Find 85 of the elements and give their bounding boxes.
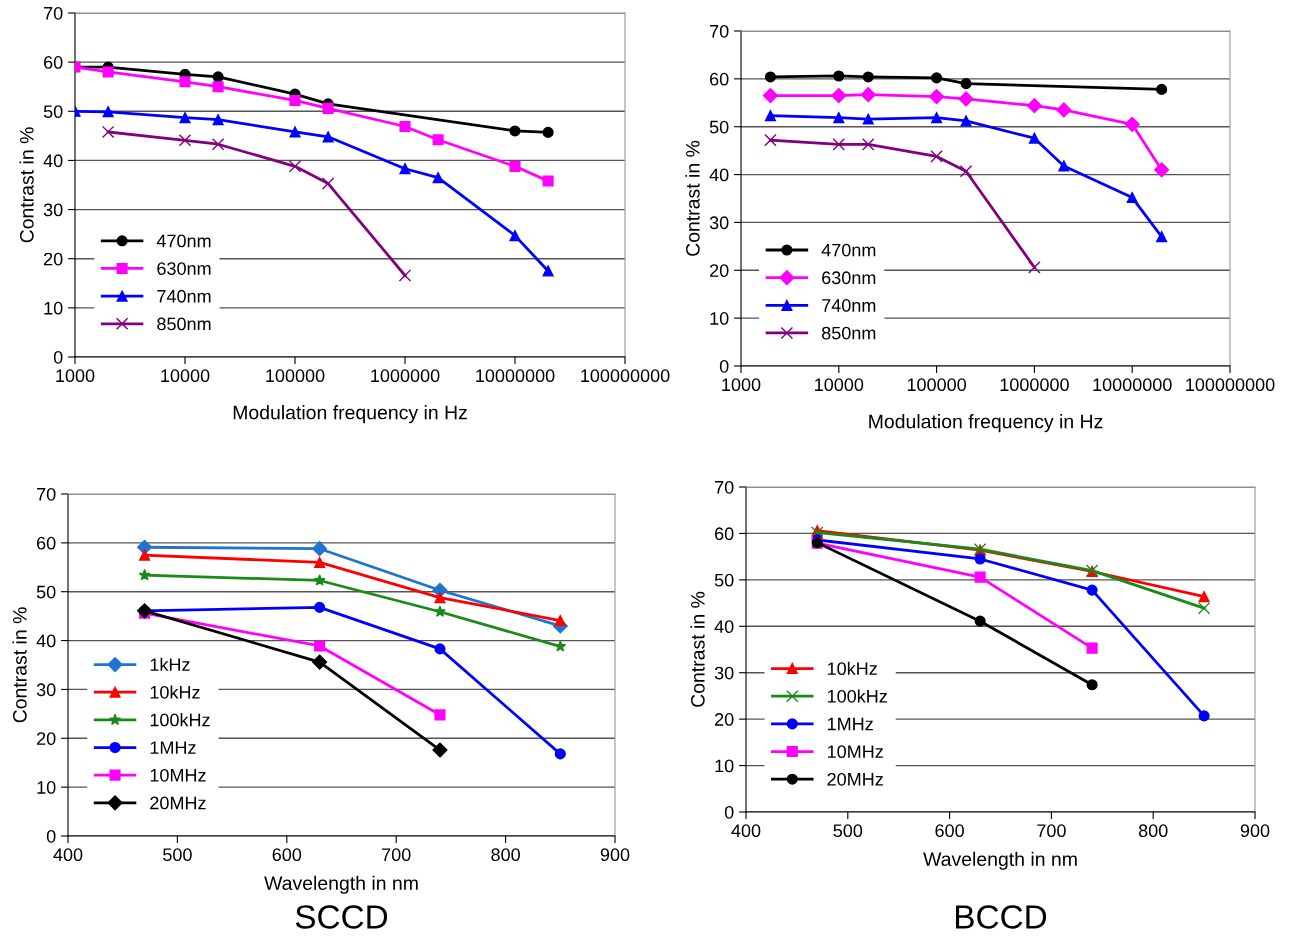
legend-label: 470nm xyxy=(156,234,211,248)
y-tick-label: 50 xyxy=(714,573,734,587)
legend-label: 740nm xyxy=(157,289,211,303)
x-tick-label: 1000000 xyxy=(371,369,440,383)
x-tick-label: 100000000 xyxy=(1186,378,1275,392)
legend-label: 630nm xyxy=(822,271,876,285)
legend-label: 20MHz xyxy=(827,772,883,786)
y-tick-label: 10 xyxy=(715,759,734,773)
y-tick-label: 60 xyxy=(710,72,729,86)
y-tick-label: 0 xyxy=(53,350,63,364)
x-axis-title: Wavelength in nm xyxy=(264,875,418,894)
legend-label: 470nm xyxy=(821,243,876,257)
legend-label: 100kHz xyxy=(827,689,887,703)
x-tick-label: 800 xyxy=(491,848,520,862)
y-tick-label: 70 xyxy=(37,487,56,501)
y-tick-label: 70 xyxy=(715,480,734,494)
legend-label: 850nm xyxy=(157,317,211,331)
y-axis-title: Contrast in % xyxy=(685,140,700,256)
y-tick-label: 0 xyxy=(46,829,56,843)
y-tick-label: 70 xyxy=(710,24,729,38)
y-tick-label: 20 xyxy=(715,713,734,726)
y-tick-label: 10 xyxy=(37,781,56,794)
y-tick-label: 30 xyxy=(43,203,63,217)
x-tick-label: 700 xyxy=(382,848,411,862)
y-tick-label: 60 xyxy=(715,527,734,541)
x-tick-label: 500 xyxy=(163,848,192,862)
y-tick-label: 0 xyxy=(719,359,729,373)
y-tick-label: 30 xyxy=(709,216,729,230)
x-tick-label: 1000000 xyxy=(1000,378,1069,392)
legend-label: 850nm xyxy=(821,326,876,340)
legend-label: 10kHz xyxy=(827,661,877,676)
x-tick-label: 600 xyxy=(272,848,302,862)
x-tick-label: 100000000 xyxy=(581,369,670,383)
y-tick-label: 30 xyxy=(714,666,734,680)
x-tick-label: 400 xyxy=(731,824,761,838)
x-tick-label: 600 xyxy=(935,824,964,838)
text: BCCD xyxy=(956,905,1047,929)
legend-label: 10kHz xyxy=(150,685,200,699)
text: SCCD xyxy=(295,905,388,929)
x-tick-label: 900 xyxy=(600,848,630,862)
y-axis-title: Contrast in % xyxy=(12,607,27,723)
y-axis-title: Contrast in % xyxy=(19,127,34,243)
legend-label: 1kHz xyxy=(150,657,190,671)
legend-label: 1MHz xyxy=(150,741,196,754)
legend-label: 20MHz xyxy=(150,796,206,810)
legend-label: 10MHz xyxy=(150,768,206,782)
legend-label: 740nm xyxy=(822,299,876,312)
x-tick-label: 100000 xyxy=(266,369,325,383)
x-tick-label: 10000000 xyxy=(1093,378,1172,392)
y-tick-label: 40 xyxy=(43,154,63,168)
x-axis-title: Modulation frequency in Hz xyxy=(233,405,467,424)
y-axis-title: Contrast in % xyxy=(690,591,705,707)
x-axis-title: Wavelength in nm xyxy=(923,851,1077,870)
y-tick-label: 10 xyxy=(710,312,729,325)
y-tick-label: 20 xyxy=(37,732,56,746)
y-tick-label: 30 xyxy=(36,683,56,697)
y-tick-label: 40 xyxy=(36,634,56,648)
x-tick-label: 900 xyxy=(1240,824,1270,838)
x-tick-label: 700 xyxy=(1037,824,1066,838)
legend-label: 100kHz xyxy=(150,713,210,727)
x-tick-label: 1000 xyxy=(722,378,761,392)
y-tick-label: 20 xyxy=(44,252,63,266)
y-tick-label: 40 xyxy=(709,168,729,182)
x-tick-label: 10000 xyxy=(815,378,864,392)
y-tick-label: 10 xyxy=(44,301,63,315)
x-tick-label: 10000000 xyxy=(476,369,555,383)
y-tick-label: 50 xyxy=(709,120,729,134)
x-tick-label: 400 xyxy=(53,848,83,862)
x-tick-label: 800 xyxy=(1138,824,1168,838)
y-tick-label: 20 xyxy=(710,264,729,278)
x-tick-label: 500 xyxy=(833,824,863,838)
x-tick-label: 10000 xyxy=(161,369,210,383)
y-tick-label: 40 xyxy=(714,620,734,634)
y-tick-label: 0 xyxy=(724,805,734,819)
x-tick-label: 100000 xyxy=(907,378,967,392)
y-tick-label: 50 xyxy=(43,105,63,119)
y-tick-label: 50 xyxy=(36,585,56,599)
y-tick-label: 60 xyxy=(37,536,56,550)
x-axis-title: Modulation frequency in Hz xyxy=(869,414,1103,433)
y-tick-label: 70 xyxy=(44,6,63,20)
legend-label: 10MHz xyxy=(827,745,883,759)
y-tick-label: 60 xyxy=(44,56,63,69)
legend-label: 630nm xyxy=(157,262,211,275)
x-tick-label: 1000 xyxy=(56,369,95,383)
legend-label: 1MHz xyxy=(827,717,873,731)
